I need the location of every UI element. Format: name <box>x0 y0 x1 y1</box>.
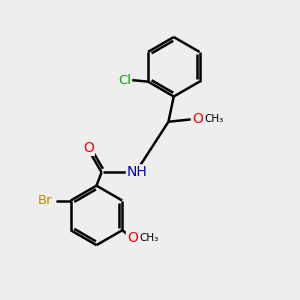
Text: NH: NH <box>127 165 148 179</box>
Text: CH₃: CH₃ <box>204 114 223 124</box>
Text: Br: Br <box>38 194 52 207</box>
Text: O: O <box>83 141 94 155</box>
Text: O: O <box>127 231 138 245</box>
Text: O: O <box>192 112 203 126</box>
Text: CH₃: CH₃ <box>139 233 158 243</box>
Text: Cl: Cl <box>118 74 131 87</box>
